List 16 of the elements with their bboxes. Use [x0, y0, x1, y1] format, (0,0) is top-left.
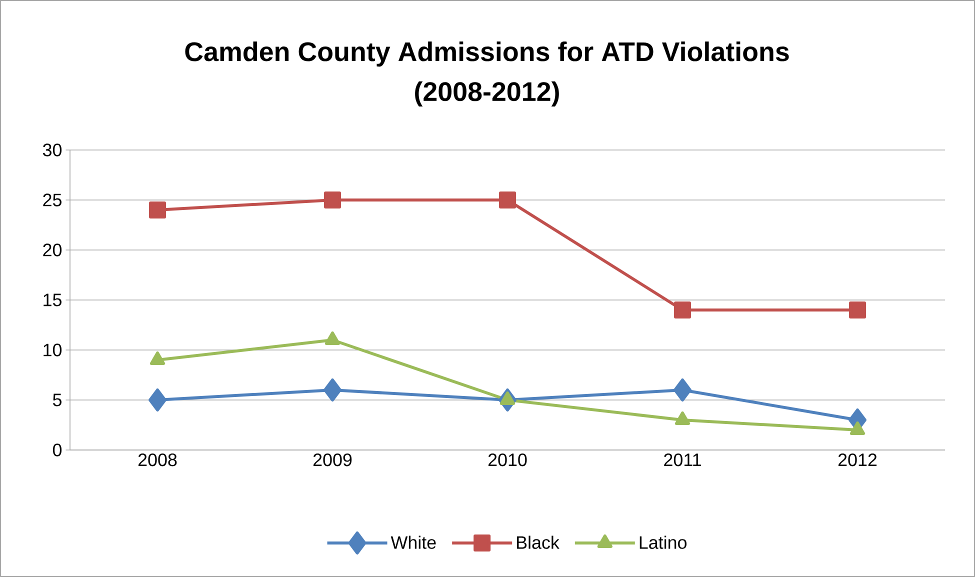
- x-tick-label: 2012: [838, 453, 877, 466]
- y-tick-label: 0: [52, 444, 62, 456]
- x-tick-label: 2011: [664, 453, 701, 466]
- x-tick-label: 2009: [313, 453, 352, 466]
- y-tick-label: 10: [44, 344, 62, 356]
- y-tick-label: 30: [42, 144, 62, 156]
- legend-label: White: [390, 536, 436, 549]
- y-tick-label: 15: [44, 294, 62, 306]
- legend-label: Black: [517, 536, 560, 549]
- chart-title: Camden County Admissions for ATD Violations (2008-2012): [185, 42, 789, 106]
- legend-label: Latino: [640, 536, 687, 549]
- y-tick-label: 5: [52, 394, 62, 406]
- x-tick-label: 2010: [488, 453, 527, 466]
- x-tick-label: 2008: [138, 453, 177, 466]
- y-tick-label: 20: [43, 244, 62, 256]
- y-tick-label: 25: [43, 194, 62, 206]
